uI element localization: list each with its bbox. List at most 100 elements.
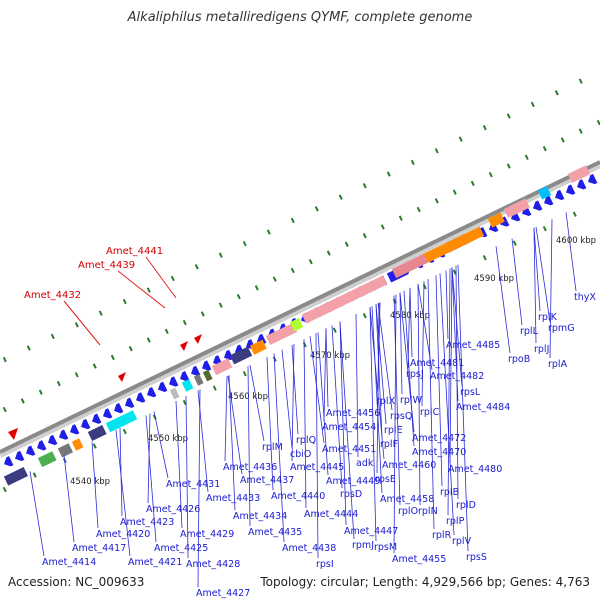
gene-label: rpsL [460,387,481,398]
gene-label: Amet_4425 [154,543,208,554]
gene-leader-line [375,304,387,425]
gene-leader-line [228,375,236,511]
gene-arrow [92,413,102,424]
tick-mark [200,311,205,317]
gene-label: Amet_4433 [206,493,260,504]
gene-leader-line [247,366,251,527]
tick-mark [482,124,487,131]
gene-label: rplO [398,506,418,517]
gene-leader-line [175,400,183,529]
tick-mark [242,240,247,247]
gene-leader-line [375,304,383,439]
tick-mark [38,389,43,395]
gene-label: rplP [446,516,465,527]
tick-mark [26,345,31,351]
gene-arrow [544,195,554,206]
feature-block [202,369,213,382]
gene-arrow [37,440,47,451]
gene-leader-line [291,344,299,435]
gene-arrow [114,402,124,414]
gene-arrow [147,386,157,398]
tick-mark [32,472,37,478]
gene-leader-line [29,471,45,557]
gene-arrow [26,445,36,456]
tick-mark [266,229,271,235]
tick-mark [578,78,583,84]
tick-mark [254,285,259,291]
feature-block [37,451,57,468]
feature-block [105,410,138,433]
tick-mark [344,241,349,248]
tick-mark [362,312,367,319]
gene-label: Amet_4447 [344,526,398,537]
tick-mark [272,356,277,362]
gene-arrow [103,408,113,419]
tick-mark [488,172,493,178]
gene-arrow [48,434,58,446]
gene-label: adk [356,458,374,469]
feature-block [169,387,180,400]
gene-label: cbiO [290,449,311,460]
tick-mark [164,328,169,335]
tick-mark [50,333,55,340]
gene-arrow [70,424,80,435]
gene-leader-line [325,328,329,408]
tick-mark [470,180,475,187]
gene-label: Amet_4451 [322,444,376,455]
feature-block [181,379,194,392]
highlighted-gene-label: Amet_4432 [24,290,81,301]
gene-leader-line [451,267,459,402]
gene-leader-line [377,303,393,411]
feature-block [229,346,253,365]
gene-label: Amet_4427 [196,588,250,599]
gene-arrow [125,397,135,408]
gene-arrow [202,360,212,371]
tick-mark [146,287,151,293]
tick-mark [122,298,127,305]
gene-label: rplK [538,312,558,323]
feature-block [211,358,233,376]
gene-label: Amet_4485 [446,340,500,351]
gene-label: rpmJ [352,540,374,551]
gene-arrow [169,376,179,387]
gene-label: Amet_4420 [96,529,150,540]
tick-mark [272,276,277,282]
gene-leader-line [273,353,285,543]
gene-arrow [59,429,69,440]
gene-label: Amet_4440 [271,491,325,502]
feature-block [503,198,530,218]
tick-mark [362,232,367,239]
gene-label: rplA [548,359,568,370]
gene-label: Amet_4472 [412,433,466,444]
gene-leader-line [63,455,75,543]
gene-label: rplX [376,396,396,407]
gene-arrow [577,179,587,190]
gene-label: rplD [456,500,476,511]
gene-leader-line [355,313,359,458]
gene-leader-line [399,292,403,395]
tick-mark [560,137,565,143]
gene-label: rpmG [548,323,575,334]
tick-mark [362,182,367,189]
gene-label: Amet_4456 [326,408,380,419]
gene-leader-line [369,307,377,542]
gene-label: rplJ [534,344,549,355]
tick-mark [92,363,97,369]
genome-summary-text: Topology: circular; Length: 4,929,566 bp… [260,575,590,589]
tick-mark [452,189,457,195]
gene-label: Amet_4436 [223,462,277,473]
gene-leader-line [185,396,189,559]
feature-block [487,212,505,228]
gene-leader-line [511,238,523,326]
highlight-leader-line [63,300,101,346]
gene-leader-line [317,332,329,476]
gene-label: Amet_4438 [282,543,336,554]
tick-mark [2,406,7,413]
gene-leader-line [315,333,319,559]
gene-leader-line [331,325,343,489]
tick-mark [2,486,7,493]
gene-label: thyX [574,292,596,303]
tick-mark [74,372,79,378]
